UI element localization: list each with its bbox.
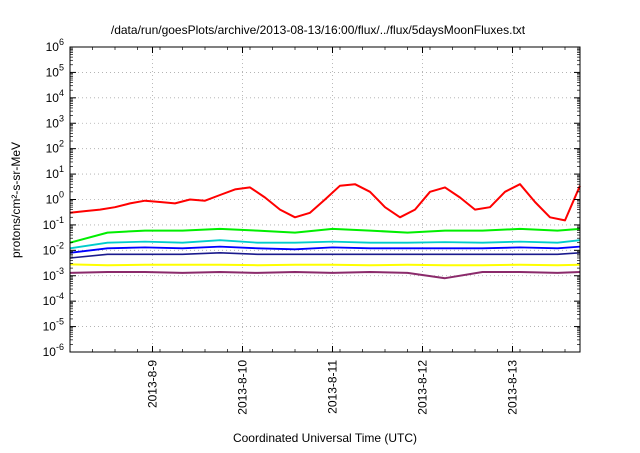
x-tick-label: 2013-8-13 (506, 360, 520, 415)
y-tick-label: 100 (46, 190, 64, 207)
series-line-5 (69, 263, 581, 267)
y-tick-base: 10 (43, 320, 57, 334)
y-tick-label: 103 (46, 113, 64, 130)
y-tick-exponent: 6 (59, 37, 64, 47)
y-axis-label: protons/cm²-s-sr-MeV (9, 142, 23, 258)
series-line-0 (69, 183, 581, 222)
y-tick-base: 10 (46, 65, 60, 79)
tick-layer (69, 46, 580, 353)
y-tick-label: 105 (46, 62, 64, 79)
y-tick-label: 104 (46, 88, 64, 105)
series-line-3 (69, 245, 581, 254)
x-tick-label: 2013-8-12 (416, 360, 430, 415)
y-tick-exponent: 3 (59, 113, 64, 123)
y-tick-label: 10-1 (43, 215, 64, 232)
y-tick-label: 10-5 (43, 317, 64, 334)
y-tick-exponent: -6 (56, 342, 64, 352)
y-tick-exponent: 5 (59, 62, 64, 72)
y-tick-base: 10 (46, 116, 60, 130)
y-tick-label: 10-2 (43, 240, 64, 257)
chart-title: /data/run/goesPlots/archive/2013-08-13/1… (111, 23, 526, 37)
y-tick-base: 10 (43, 269, 57, 283)
x-tick-label: 2013-8-9 (146, 360, 160, 408)
series-line-2 (69, 239, 581, 250)
y-tick-label: 102 (46, 139, 64, 156)
y-tick-label: 106 (46, 37, 64, 54)
y-tick-base: 10 (43, 243, 57, 257)
y-tick-exponent: 1 (59, 164, 64, 174)
y-tick-exponent: -1 (56, 215, 64, 225)
x-tick-label: 2013-8-11 (326, 360, 340, 414)
y-tick-exponent: 4 (59, 88, 64, 98)
y-tick-base: 10 (46, 40, 60, 54)
x-tick-label: 2013-8-10 (236, 360, 250, 415)
y-tick-base: 10 (43, 294, 57, 308)
y-tick-exponent: 2 (59, 139, 64, 149)
y-tick-exponent: -3 (56, 266, 64, 276)
series-line-1 (69, 227, 581, 244)
y-tick-label: 10-6 (43, 342, 64, 359)
y-tick-label: 10-3 (43, 266, 64, 283)
y-tick-base: 10 (46, 193, 60, 207)
y-tick-base: 10 (43, 345, 57, 359)
y-tick-base: 10 (43, 218, 57, 232)
y-tick-label: 101 (46, 164, 64, 181)
y-tick-exponent: -5 (56, 317, 64, 327)
y-tick-base: 10 (46, 167, 60, 181)
label-layer: 10-610-510-410-310-210-11001011021031041… (43, 37, 520, 415)
y-tick-exponent: 0 (59, 190, 64, 200)
series-line-4 (69, 252, 581, 259)
y-tick-label: 10-4 (43, 291, 64, 308)
y-tick-base: 10 (46, 91, 60, 105)
x-axis-label: Coordinated Universal Time (UTC) (233, 431, 417, 445)
series-line-6 (69, 271, 581, 280)
series-layer (69, 183, 581, 280)
y-tick-exponent: -4 (56, 291, 64, 301)
y-tick-exponent: -2 (56, 240, 64, 250)
y-tick-base: 10 (46, 142, 60, 156)
